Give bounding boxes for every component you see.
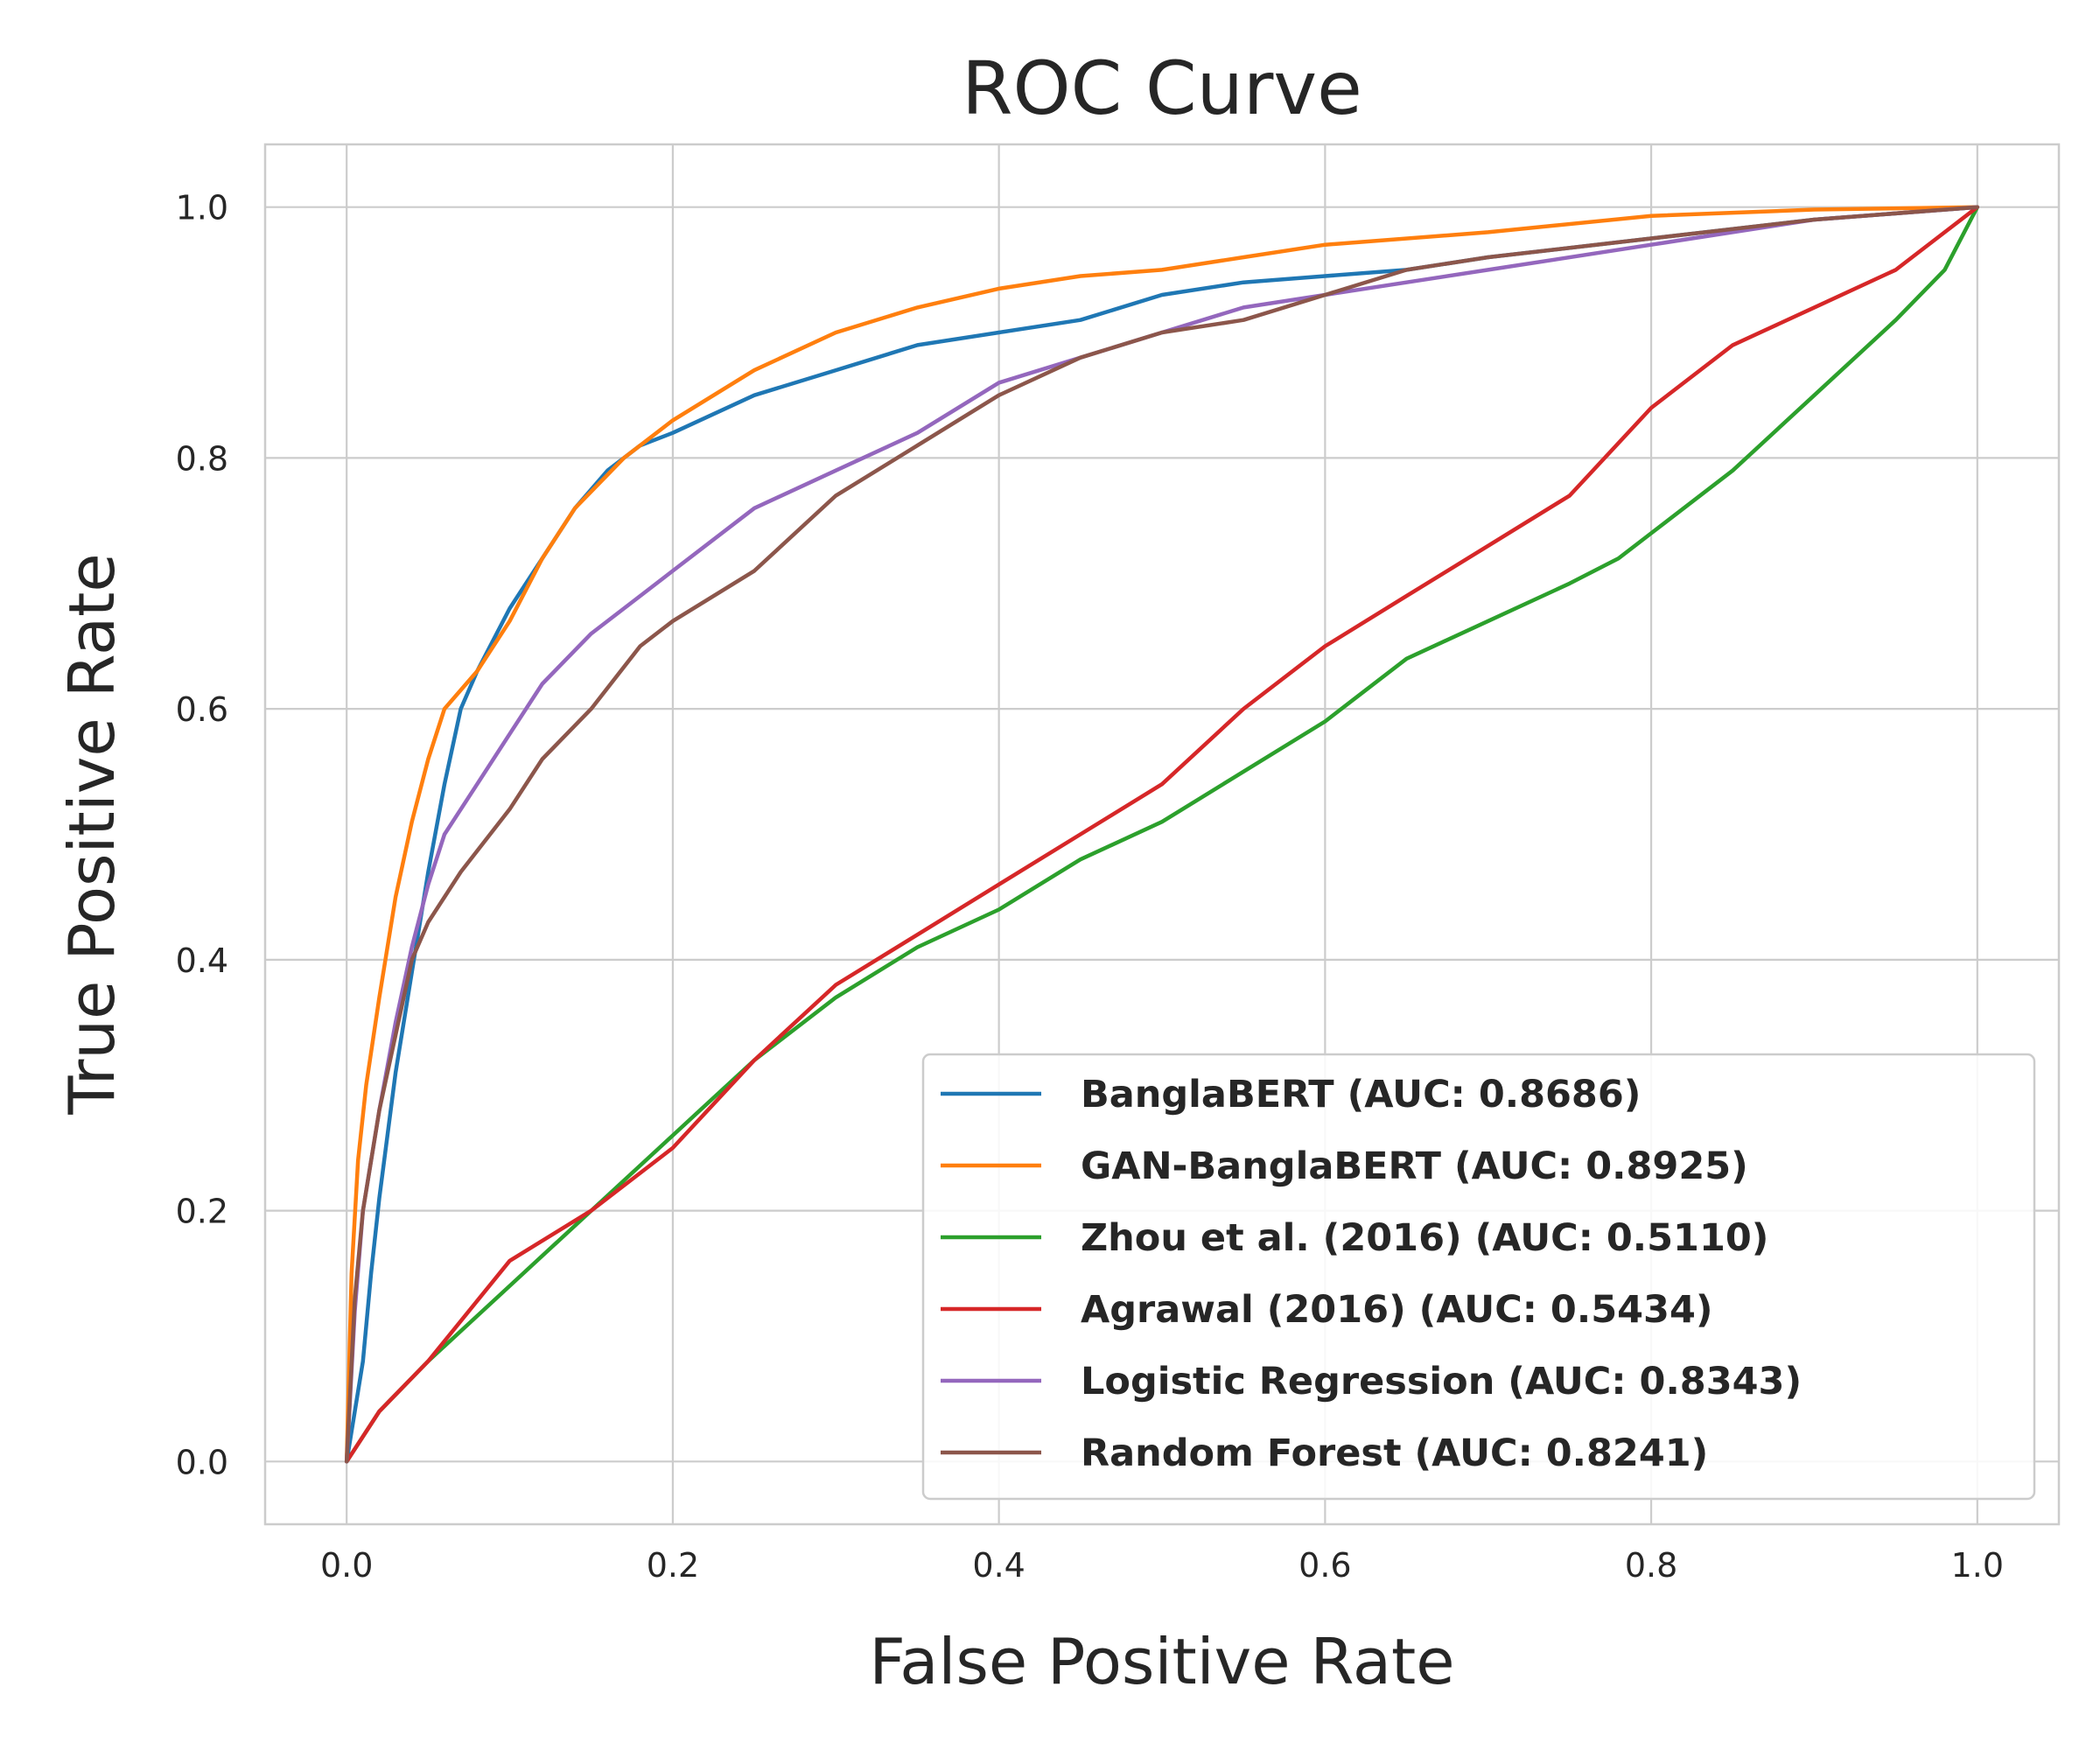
y-tick-label: 0.2 xyxy=(176,1193,228,1231)
x-tick-label: 0.8 xyxy=(1625,1546,1677,1585)
legend-label: Agrawal (2016) (AUC: 0.5434) xyxy=(1081,1288,1713,1332)
y-axis-label: True Positive Rate xyxy=(55,553,129,1115)
y-tick-label: 0.6 xyxy=(176,690,228,729)
chart-title: ROC Curve xyxy=(962,46,1362,131)
series-line-1 xyxy=(344,205,1980,1464)
series-line-3 xyxy=(344,205,1980,1464)
series-line-5 xyxy=(344,205,1980,1464)
legend-label: Logistic Regression (AUC: 0.8343) xyxy=(1081,1360,1802,1404)
legend-label: GAN-BanglaBERT (AUC: 0.8925) xyxy=(1081,1144,1748,1188)
x-tick-label: 0.2 xyxy=(647,1546,699,1585)
legend-box xyxy=(921,1053,2036,1501)
legend-label: Random Forest (AUC: 0.8241) xyxy=(1081,1432,1708,1475)
legend-label: BanglaBERT (AUC: 0.8686) xyxy=(1081,1073,1641,1116)
legend-label: Zhou et al. (2016) (AUC: 0.5110) xyxy=(1081,1216,1768,1260)
y-tick-label: 0.8 xyxy=(176,439,228,478)
y-tick-label: 1.0 xyxy=(176,189,228,228)
x-axis-label: False Positive Rate xyxy=(869,1625,1454,1698)
series-line-4 xyxy=(344,205,1980,1464)
grid-lines xyxy=(265,144,2059,1524)
tick-labels: 0.0 0.2 0.4 0.6 0.8 1.0 0.0 0.2 0.4 0.6 0.8 1.0 xyxy=(176,189,2004,1585)
y-tick-label: 0.4 xyxy=(176,942,228,980)
plot-frame xyxy=(263,143,2061,1526)
x-tick-label: 0.6 xyxy=(1298,1546,1351,1585)
x-tick-label: 1.0 xyxy=(1951,1546,2004,1585)
legend: BanglaBERT (AUC: 0.8686) GAN-BanglaBERT (… xyxy=(921,1053,2036,1501)
y-tick-label: 0.0 xyxy=(176,1443,228,1481)
x-tick-label: 0.0 xyxy=(320,1546,373,1585)
x-tick-label: 0.4 xyxy=(972,1546,1025,1585)
series-lines xyxy=(344,205,1980,1464)
